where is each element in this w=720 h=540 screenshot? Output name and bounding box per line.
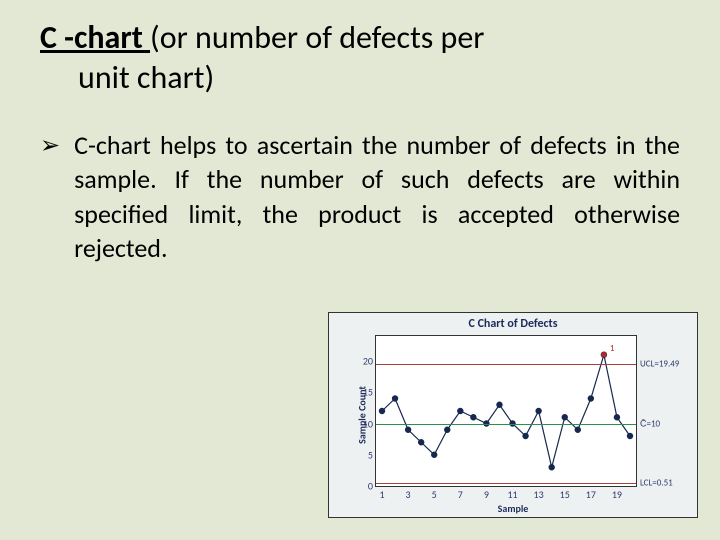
y-tick: 15 [358, 386, 376, 399]
slide-title: C -chart (or number of defects per unit … [0, 0, 720, 98]
chart-plot-area: 1 05101520135791113151719UCL=19.49C̄=10L… [375, 335, 637, 487]
x-tick: 19 [612, 486, 622, 501]
y-tick: 5 [358, 448, 376, 461]
x-tick: 15 [560, 486, 570, 501]
data-point [535, 408, 541, 414]
data-point [418, 439, 424, 445]
data-point [522, 433, 528, 439]
data-point [431, 452, 437, 458]
bullet-text: C-chart helps to ascertain the number of… [74, 128, 680, 265]
control-line-label: LCL=0.51 [636, 477, 673, 488]
y-tick: 0 [358, 480, 376, 493]
control-line [376, 364, 636, 365]
data-point [392, 395, 398, 401]
data-point [379, 408, 385, 414]
data-point [496, 402, 502, 408]
x-tick: 5 [432, 486, 437, 501]
chart-svg: 1 [376, 336, 636, 486]
data-line [382, 355, 630, 468]
c-chart-figure: C Chart of Defects Sample Count Sample 1… [328, 312, 698, 518]
data-point [614, 414, 620, 420]
data-point [588, 395, 594, 401]
y-tick: 10 [358, 417, 376, 430]
data-point [562, 414, 568, 420]
data-point [444, 427, 450, 433]
data-point [405, 427, 411, 433]
title-rest-2: unit chart) [40, 58, 680, 98]
control-line-label: C̄=10 [636, 418, 660, 429]
bullet-item: ➢ C-chart helps to ascertain the number … [40, 128, 680, 265]
x-tick: 9 [484, 486, 489, 501]
x-tick: 11 [507, 486, 517, 501]
y-tick: 20 [358, 355, 376, 368]
control-line [376, 424, 636, 425]
x-tick: 3 [406, 486, 411, 501]
chart-x-label: Sample [498, 502, 529, 515]
data-point [548, 464, 554, 470]
title-c-chart: C -chart [40, 18, 150, 57]
control-line [376, 483, 636, 484]
data-point [470, 414, 476, 420]
data-point [627, 433, 633, 439]
data-point [575, 427, 581, 433]
x-tick: 17 [586, 486, 596, 501]
title-rest-1: (or number of defects per [150, 18, 484, 57]
control-line-label: UCL=19.49 [636, 359, 679, 370]
chart-title: C Chart of Defects [329, 313, 697, 333]
bullet-list: ➢ C-chart helps to ascertain the number … [0, 98, 720, 265]
data-point [457, 408, 463, 414]
x-tick: 13 [534, 486, 544, 501]
outlier-point [601, 352, 606, 357]
x-tick: 1 [379, 486, 384, 501]
x-tick: 7 [458, 486, 463, 501]
bullet-arrow-icon: ➢ [40, 128, 60, 162]
outlier-label: 1 [610, 343, 615, 354]
